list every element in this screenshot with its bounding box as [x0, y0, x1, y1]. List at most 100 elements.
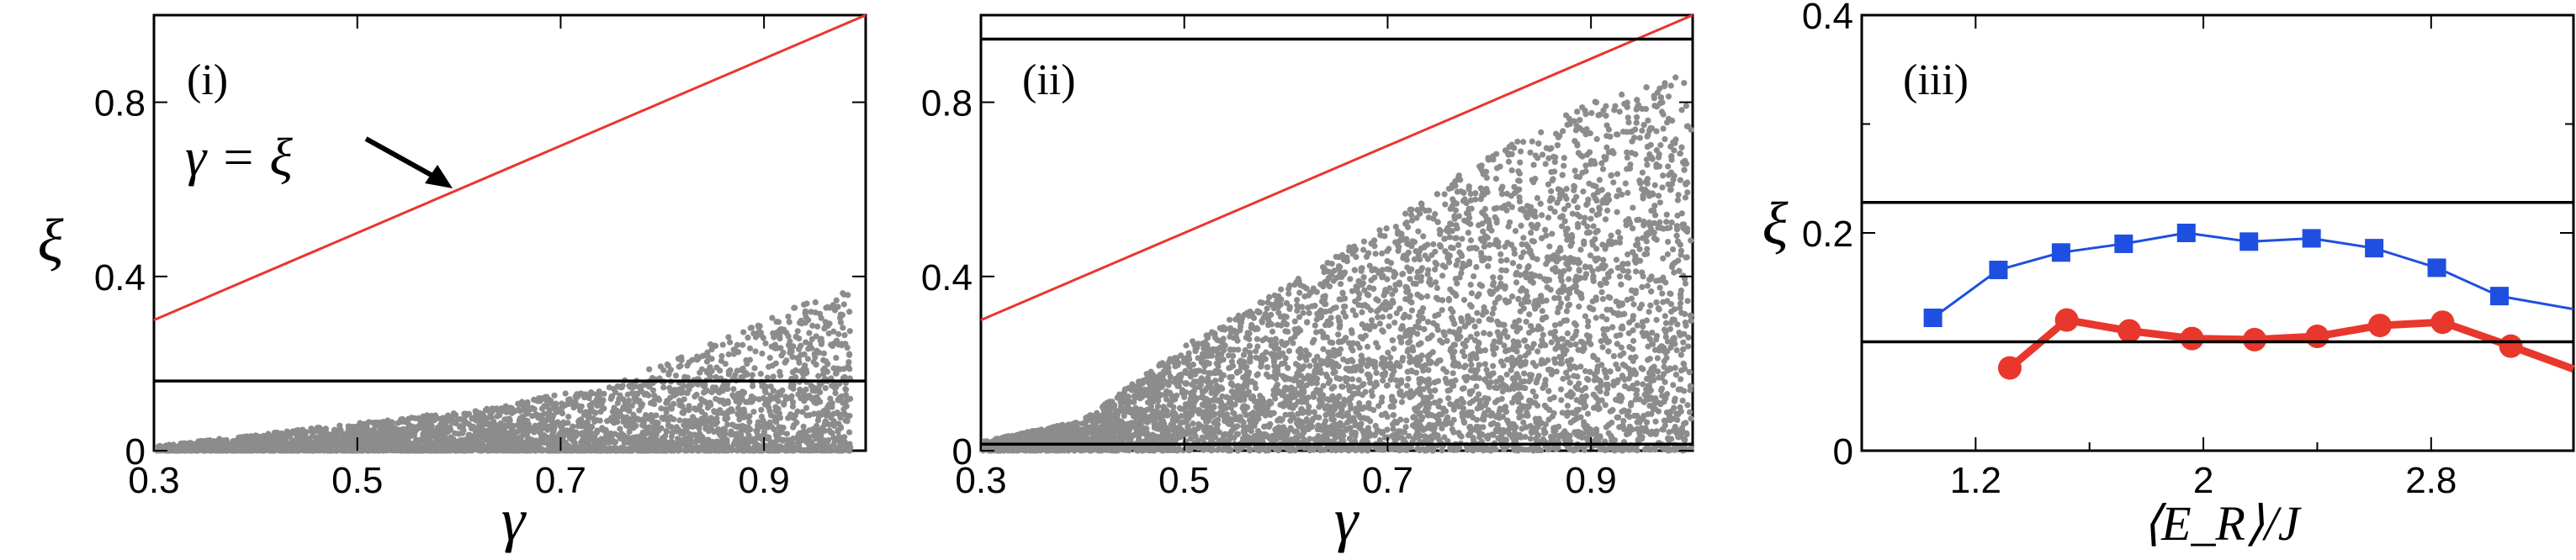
scatter-point — [586, 426, 592, 433]
scatter-point — [727, 339, 734, 346]
scatter-point — [235, 440, 241, 446]
scatter-point — [630, 411, 637, 418]
scatter-point — [450, 419, 457, 425]
scatter-point — [739, 365, 746, 372]
scatter-point — [659, 415, 665, 421]
scatter-point — [658, 405, 665, 412]
scatter-point — [829, 447, 835, 454]
scatter-point — [364, 447, 372, 454]
scatter-point — [677, 399, 684, 406]
x-tick-label: 0.9 — [739, 460, 790, 501]
scatter-point — [752, 348, 759, 355]
scatter-point — [363, 439, 371, 446]
scatter-point — [512, 446, 519, 453]
scatter-point — [660, 384, 667, 391]
scatter-point — [678, 385, 685, 392]
scatter-point — [698, 433, 706, 440]
scatter-point — [518, 399, 526, 405]
scatter-point — [675, 355, 682, 362]
scatter-point — [705, 417, 712, 425]
scatter-point — [767, 383, 774, 390]
scatter-point — [809, 425, 817, 433]
scatter-point — [668, 424, 675, 431]
scatter-point — [509, 422, 517, 429]
scatter-point — [317, 432, 324, 439]
scatter-point — [782, 395, 789, 403]
scatter-point — [489, 409, 496, 415]
scatter-point — [783, 357, 790, 364]
scatter-point — [448, 441, 454, 448]
scatter-point — [769, 442, 776, 449]
scatter-point — [373, 443, 380, 450]
scatter-point — [617, 425, 623, 432]
y-tick-label: 0 — [125, 431, 146, 473]
scatter-point — [716, 389, 723, 396]
scatter-point — [845, 429, 853, 436]
scatter-point — [476, 409, 483, 417]
scatter-point — [813, 362, 819, 368]
scatter-point — [166, 441, 172, 448]
scatter-point — [770, 373, 777, 380]
scatter-point — [838, 393, 845, 400]
scatter-point — [330, 436, 337, 443]
scatter-point — [713, 364, 720, 371]
scatter-point — [818, 335, 824, 342]
scatter-point — [785, 341, 792, 349]
scatter-point — [452, 430, 458, 436]
scatter-point — [570, 404, 577, 411]
scatter-point — [614, 399, 622, 406]
scatter-point — [830, 302, 836, 309]
scatter-point — [671, 400, 677, 407]
scatter-point — [253, 446, 260, 453]
scatter-marks — [153, 290, 854, 454]
scatter-point — [803, 367, 809, 373]
scatter-point — [591, 409, 598, 416]
scatter-point — [820, 447, 827, 454]
scatter-point — [514, 439, 522, 446]
scatter-point — [815, 372, 822, 379]
scatter-point — [771, 334, 777, 341]
scatter-point — [844, 397, 851, 404]
scatter-point — [842, 386, 850, 393]
scatter-point — [544, 426, 551, 433]
x-tick-label: 0.7 — [535, 460, 586, 501]
scatter-point — [624, 391, 631, 398]
scatter-point — [818, 341, 824, 347]
scatter-point — [749, 372, 755, 378]
scatter-point — [805, 317, 812, 324]
scatter-point — [425, 439, 432, 446]
scatter-point — [759, 350, 766, 357]
scatter-point — [390, 435, 397, 441]
scatter-point — [538, 438, 544, 445]
scatter-point — [740, 329, 747, 335]
scatter-point — [753, 428, 761, 435]
scatter-point — [458, 423, 465, 430]
scatter-point — [841, 446, 848, 453]
scatter-point — [459, 430, 466, 436]
scatter-point — [791, 421, 798, 429]
scatter-point — [483, 443, 490, 451]
scatter-point — [401, 434, 408, 441]
scatter-point — [734, 367, 740, 374]
scatter-point — [841, 332, 848, 339]
scatter-point — [260, 439, 267, 446]
scatter-point — [614, 383, 621, 390]
scatter-point — [582, 446, 589, 452]
scatter-point — [840, 374, 846, 382]
scatter-point — [433, 427, 441, 434]
scatter-point — [706, 371, 713, 378]
scatter-point — [386, 446, 393, 453]
scatter-point — [282, 437, 289, 444]
scatter-point — [846, 309, 853, 315]
scatter-point — [703, 358, 711, 365]
scatter-point — [667, 388, 674, 395]
scatter-point — [343, 441, 350, 448]
scatter-point — [427, 428, 433, 435]
scatter-point — [376, 436, 383, 443]
scatter-point — [384, 432, 391, 439]
scatter-point — [653, 412, 660, 419]
scatter-point — [775, 398, 782, 404]
scatter-point — [648, 417, 655, 424]
plot-frame — [152, 13, 867, 452]
scatter-point — [312, 428, 319, 435]
